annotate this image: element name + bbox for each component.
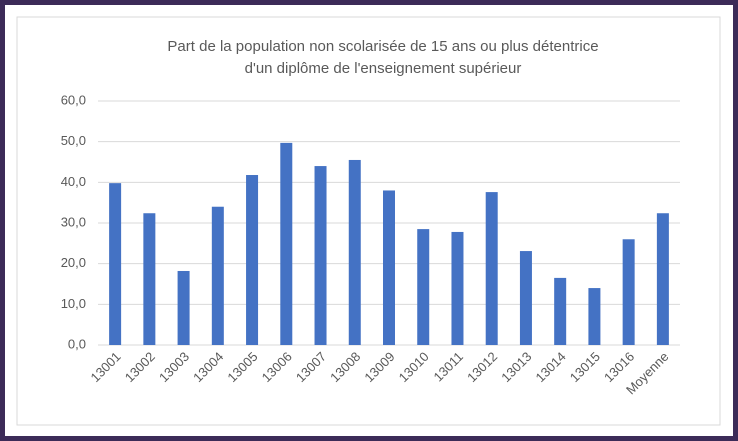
- y-tick-label: 10,0: [61, 296, 86, 311]
- chart-title: Part de la population non scolarisée de …: [167, 38, 598, 55]
- chart-frame: Part de la population non scolarisée de …: [5, 5, 733, 436]
- bar: [622, 239, 635, 345]
- y-tick-label: 20,0: [61, 255, 86, 270]
- bar: [451, 231, 464, 345]
- bar: [143, 213, 156, 345]
- y-tick-label: 60,0: [61, 92, 86, 107]
- bar: [554, 277, 567, 345]
- chart-border: [16, 16, 721, 426]
- y-tick-label: 0,0: [68, 336, 86, 351]
- bar: [519, 251, 532, 345]
- bar: [211, 206, 224, 345]
- chart: Part de la population non scolarisée de …: [16, 16, 721, 426]
- bar: [280, 142, 293, 345]
- bar: [177, 270, 190, 345]
- bar: [109, 183, 122, 345]
- y-tick-label: 30,0: [61, 214, 86, 229]
- bar: [656, 213, 669, 345]
- chart-title: d'un diplôme de l'enseignement supérieur: [245, 60, 522, 77]
- y-tick-label: 50,0: [61, 133, 86, 148]
- bar: [485, 192, 498, 345]
- bar: [314, 166, 327, 345]
- bar: [417, 229, 430, 345]
- y-tick-label: 40,0: [61, 174, 86, 189]
- bar: [246, 175, 259, 345]
- bar: [588, 288, 601, 345]
- bar: [348, 159, 361, 345]
- bar: [383, 190, 395, 345]
